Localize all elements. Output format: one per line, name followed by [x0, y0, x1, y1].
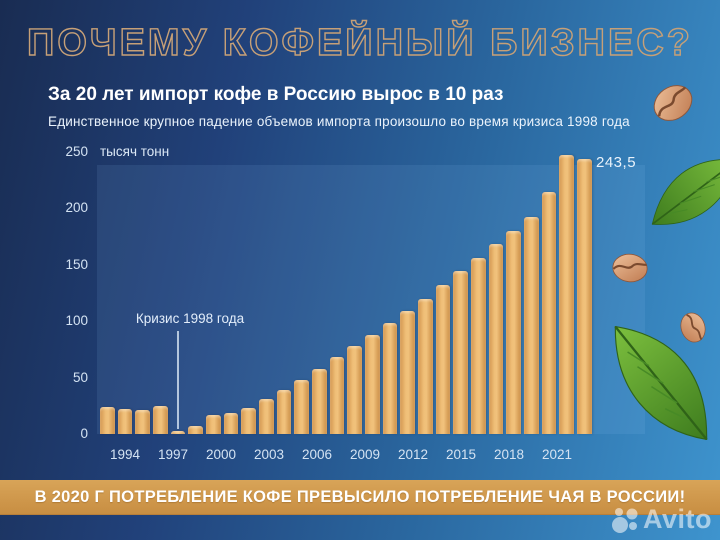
bar-2003 [259, 399, 274, 434]
chart-subheading: Единственное крупное падение объемов имп… [48, 114, 630, 129]
bar-2012 [418, 298, 433, 434]
x-tick-1994: 1994 [109, 447, 141, 462]
coffee-bean-icon [680, 312, 706, 343]
bar-2016 [488, 244, 504, 434]
bar-1996 [135, 410, 151, 434]
coffee-bean-icon [653, 85, 693, 121]
x-tick-2021: 2021 [541, 447, 573, 462]
y-tick-150: 150 [65, 256, 88, 272]
bar-2019 [541, 192, 557, 434]
avito-watermark-text: Avito [643, 504, 712, 534]
y-tick-250: 250 [65, 143, 88, 159]
x-tick-2009: 2009 [349, 447, 381, 462]
bar-2010 [382, 323, 398, 434]
bar-1997 [153, 405, 168, 434]
bar-2006 [312, 368, 327, 434]
y-tick-0: 0 [80, 426, 88, 441]
bar-2020 [559, 155, 575, 434]
bar-2018 [524, 217, 539, 434]
bar-series [100, 154, 592, 434]
x-tick-2000: 2000 [205, 447, 237, 462]
page-title: ПОЧЕМУ КОФЕЙНЫЙ БИЗНЕС? [26, 21, 693, 64]
coffee-leaf-icon [614, 325, 708, 441]
banner-text: В 2020 Г ПОТРЕБЛЕНИЕ КОФЕ ПРЕВЫСИЛО ПОТР… [34, 488, 686, 506]
bar-2009 [365, 334, 380, 434]
x-tick-2015: 2015 [445, 447, 477, 462]
bar-2007 [329, 357, 345, 434]
bar-2002 [241, 408, 257, 434]
bar-2000 [206, 414, 221, 434]
bar-1998 [170, 430, 186, 434]
coffee-leaf-icon [651, 158, 720, 225]
last-bar-value-label: 243,5 [596, 154, 637, 171]
y-tick-50: 50 [72, 369, 88, 385]
bar-1995 [117, 409, 133, 434]
bar-2021 [577, 159, 592, 434]
crisis-annotation: Кризис 1998 года [135, 311, 245, 326]
bar-2004 [276, 390, 292, 434]
bar-1994 [100, 406, 115, 434]
y-tick-200: 200 [65, 200, 88, 216]
x-tick-1997: 1997 [157, 447, 189, 462]
bar-2015 [471, 257, 486, 434]
bar-1999 [188, 426, 204, 434]
bar-2017 [506, 230, 522, 434]
bar-2014 [453, 271, 469, 434]
x-tick-2018: 2018 [493, 447, 525, 462]
x-axis: 1994 1997 2000 2003 2006 2009 2012 2015 2018 2021 [103, 447, 579, 462]
crisis-annotation-line [177, 331, 179, 429]
bottom-banner: В 2020 Г ПОТРЕБЛЕНИЕ КОФЕ ПРЕВЫСИЛО ПОТР… [0, 480, 720, 515]
bar-2001 [223, 412, 239, 434]
avito-logo-icon [612, 507, 638, 533]
bar-2005 [294, 379, 310, 434]
y-axis-unit-label: тысяч тонн [100, 144, 170, 159]
chart-heading: За 20 лет импорт кофе в Россию вырос в 1… [48, 84, 504, 105]
bar-2008 [347, 345, 363, 434]
x-tick-2012: 2012 [397, 447, 429, 462]
x-tick-2003: 2003 [253, 447, 285, 462]
y-tick-100: 100 [65, 313, 88, 329]
coffee-bean-icon [612, 253, 648, 283]
avito-watermark: Avito [611, 504, 712, 535]
bar-2011 [400, 310, 416, 434]
bar-2013 [435, 285, 451, 434]
x-tick-2006: 2006 [301, 447, 333, 462]
y-axis: 250 200 150 100 50 0 [40, 0, 88, 540]
